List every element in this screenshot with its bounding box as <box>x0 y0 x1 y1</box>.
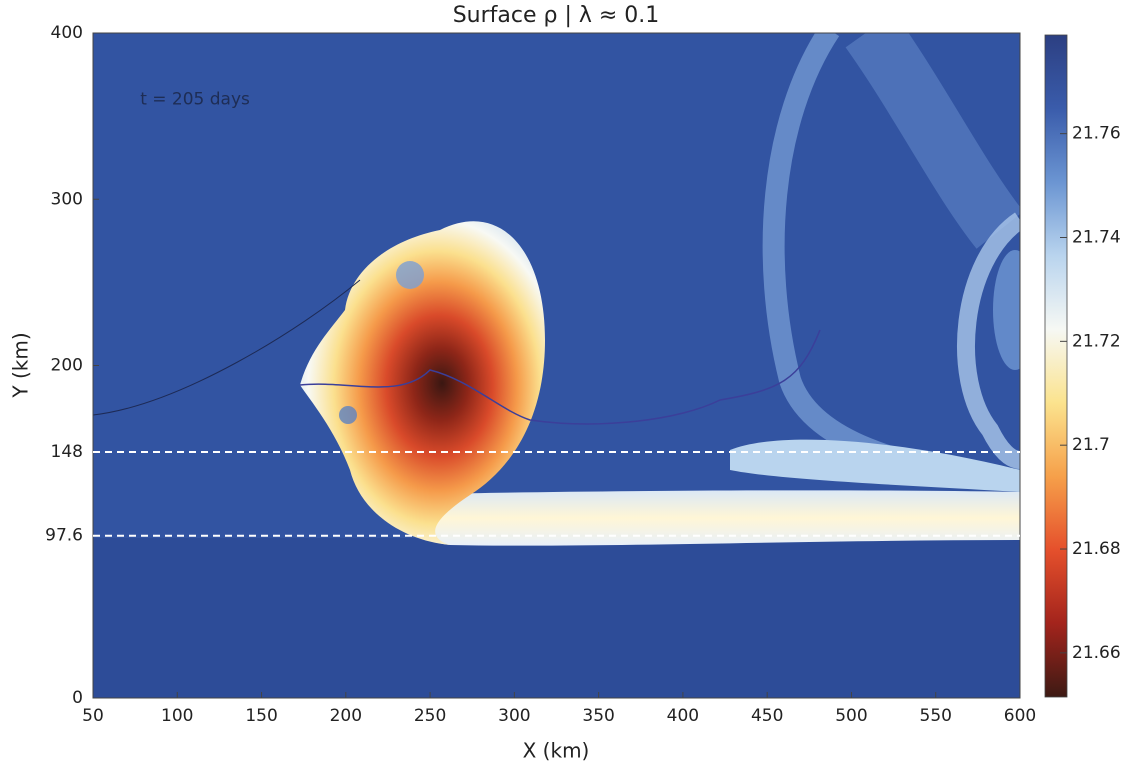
x-tick-label: 350 <box>582 706 614 726</box>
x-tick-label: 150 <box>245 706 277 726</box>
eddy <box>993 250 1020 370</box>
colorbar-tick-label: 21.66 <box>1072 643 1121 663</box>
colorbar-tick-label: 21.74 <box>1072 227 1121 247</box>
x-tick-label: 250 <box>414 706 446 726</box>
streak <box>380 490 1020 546</box>
x-tick-label: 100 <box>161 706 193 726</box>
x-tick-label: 400 <box>667 706 699 726</box>
y-tick-label: 97.6 <box>45 526 83 546</box>
y-axis-label: Y (km) <box>9 332 33 398</box>
x-tick-label: 500 <box>835 706 867 726</box>
vortex <box>339 406 357 424</box>
colorbar-tick-label: 21.7 <box>1072 435 1110 455</box>
swirl <box>957 212 1020 469</box>
density-field <box>93 33 1020 698</box>
colorbar-tick-label: 21.68 <box>1072 539 1121 559</box>
x-tick-label: 550 <box>920 706 952 726</box>
x-tick-label: 450 <box>751 706 783 726</box>
vortex <box>396 261 424 289</box>
colorbar-tick-label: 21.72 <box>1072 331 1121 351</box>
x-tick-label: 50 <box>82 706 104 726</box>
y-tick-label: 200 <box>51 356 83 376</box>
contour-line <box>93 279 361 416</box>
y-tick-label: 148 <box>51 442 83 462</box>
chart-title: Surface ρ | λ ≈ 0.1 <box>453 3 660 28</box>
lower-region <box>93 538 1020 698</box>
x-axis-label: X (km) <box>523 739 590 763</box>
eddy-core <box>300 221 545 546</box>
colorbar-tick-label: 21.76 <box>1072 124 1121 144</box>
x-tick-label: 600 <box>1004 706 1036 726</box>
y-tick-label: 400 <box>51 23 83 43</box>
x-tick-label: 200 <box>330 706 362 726</box>
y-tick-label: 0 <box>72 688 83 708</box>
contour-line <box>299 329 821 425</box>
x-tick-label: 300 <box>498 706 530 726</box>
y-tick-label: 300 <box>51 189 83 209</box>
annotation: t = 205 days <box>140 90 250 110</box>
swirl <box>845 33 1020 249</box>
colorbar <box>1044 34 1068 698</box>
